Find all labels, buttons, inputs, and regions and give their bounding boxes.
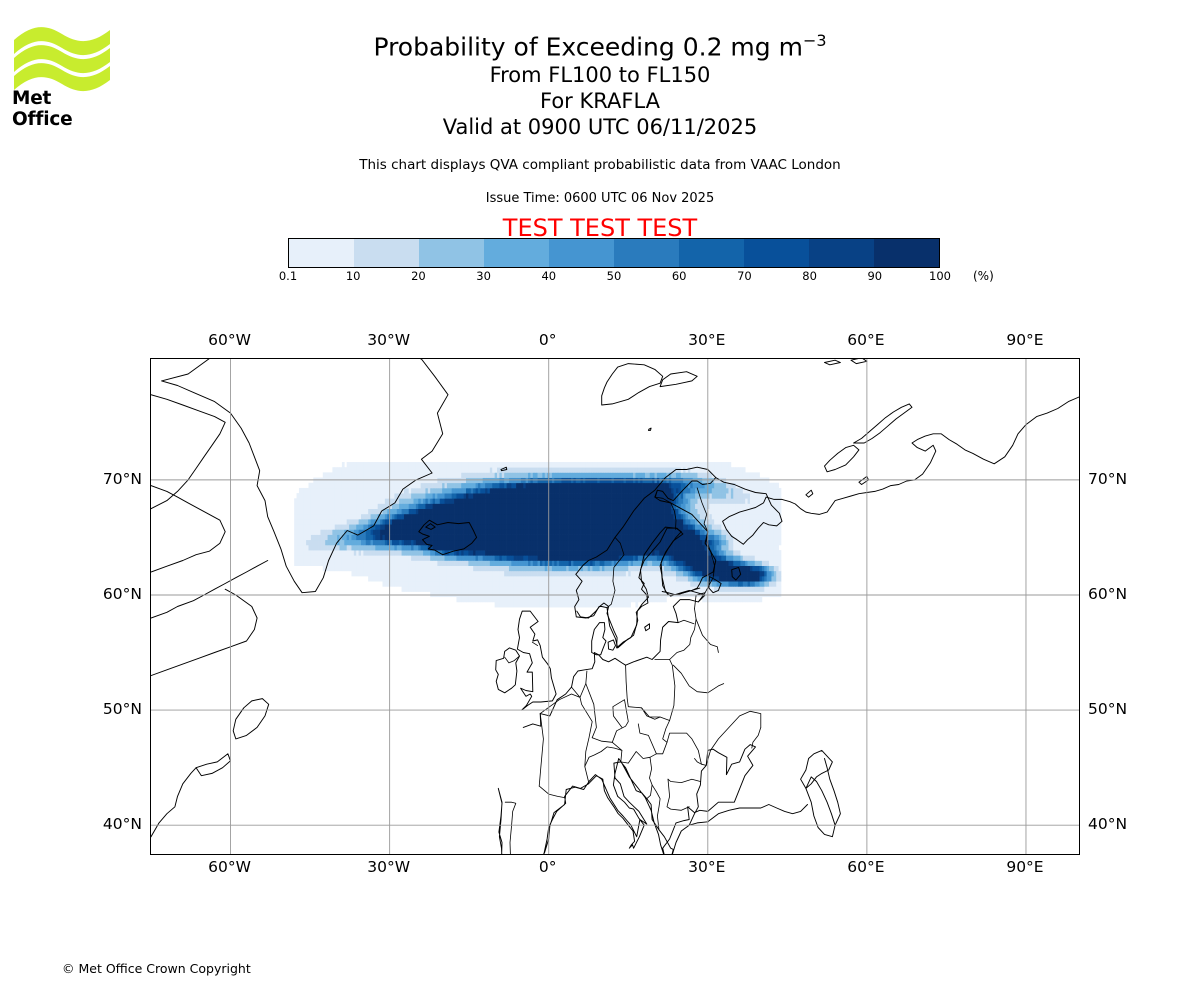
lon-tick-90°E: 90°E <box>1006 331 1044 349</box>
colorbar-segment-8 <box>809 239 874 267</box>
colorbar-segment-4 <box>549 239 614 267</box>
flight-level-subtitle: From FL100 to FL150 <box>489 63 711 87</box>
lon-tick-90°E: 90°E <box>1006 858 1044 876</box>
colorbar-segment-5 <box>614 239 679 267</box>
volcano-subtitle: For KRAFLA <box>540 89 660 113</box>
met-office-logo <box>12 22 112 114</box>
colorbar-tick-90: 90 <box>867 269 883 283</box>
colorbar-segment-7 <box>744 239 809 267</box>
colorbar-tick-labels: 0.1 10 20 30 40 50 60 70 80 90 100 <box>279 269 951 285</box>
colorbar-tick-30: 30 <box>476 269 491 283</box>
page-title-text: Probability of Exceeding 0.2 mg m <box>373 32 803 62</box>
lon-tick-60°W: 60°W <box>208 331 251 349</box>
lon-tick-60°W: 60°W <box>208 858 251 876</box>
colorbar-segment-3 <box>484 239 549 267</box>
page-title-exponent: −3 <box>802 31 827 50</box>
lat-tick-40°N: 40°N <box>1088 815 1128 834</box>
colorbar-segment-0 <box>289 239 354 267</box>
met-office-logo-text: Met Office <box>12 88 73 130</box>
colorbar-swatches <box>288 238 940 268</box>
lat-tick-60°N: 60°N <box>1088 584 1128 603</box>
lat-tick-70°N: 70°N <box>102 469 142 488</box>
colorbar-tick-0.1: 0.1 <box>278 269 298 283</box>
test-banner: TEST TEST TEST <box>502 214 698 242</box>
colorbar-tick-100: 100 <box>929 269 951 283</box>
issue-time: Issue Time: 0600 UTC 06 Nov 2025 <box>485 191 715 206</box>
colorbar-segment-6 <box>679 239 744 267</box>
lon-tick-30°E: 30°E <box>688 331 726 349</box>
colorbar-segment-9 <box>874 239 939 267</box>
colorbar-segment-2 <box>419 239 484 267</box>
lon-tick-30°E: 30°E <box>688 858 726 876</box>
lon-tick-60°E: 60°E <box>847 331 885 349</box>
lat-tick-40°N: 40°N <box>102 815 142 834</box>
colorbar <box>288 238 940 268</box>
lat-tick-50°N: 50°N <box>1088 700 1128 719</box>
colorbar-tick-20: 20 <box>411 269 426 283</box>
lon-tick-60°E: 60°E <box>847 858 885 876</box>
colorbar-tick-10: 10 <box>345 269 361 283</box>
colorbar-tick-80: 80 <box>802 269 817 283</box>
valid-time-subtitle: Valid at 0900 UTC 06/11/2025 <box>442 115 758 139</box>
page-title: Probability of Exceeding 0.2 mg m−3 <box>0 26 1200 62</box>
colorbar-tick-40: 40 <box>541 269 557 283</box>
lon-tick-0°: 0° <box>538 331 557 349</box>
lon-tick-30°W: 30°W <box>367 858 411 876</box>
lon-tick-30°W: 30°W <box>367 331 411 349</box>
colorbar-tick-60: 60 <box>671 269 687 283</box>
lon-tick-0°: 0° <box>538 858 557 876</box>
coastline-layer <box>151 359 1079 854</box>
colorbar-tick-50: 50 <box>606 269 622 283</box>
graticule-layer <box>151 359 1079 854</box>
copyright-notice: © Met Office Crown Copyright <box>62 961 251 976</box>
colorbar-tick-70: 70 <box>737 269 752 283</box>
lat-tick-70°N: 70°N <box>1088 469 1128 488</box>
colorbar-unit-label: (%) <box>973 269 994 283</box>
lat-tick-60°N: 60°N <box>102 584 142 603</box>
qva-note: This chart displays QVA compliant probab… <box>359 157 841 173</box>
map-panel <box>150 358 1080 855</box>
ash-probability-layer <box>294 462 782 608</box>
lat-tick-50°N: 50°N <box>102 700 142 719</box>
colorbar-segment-1 <box>354 239 419 267</box>
